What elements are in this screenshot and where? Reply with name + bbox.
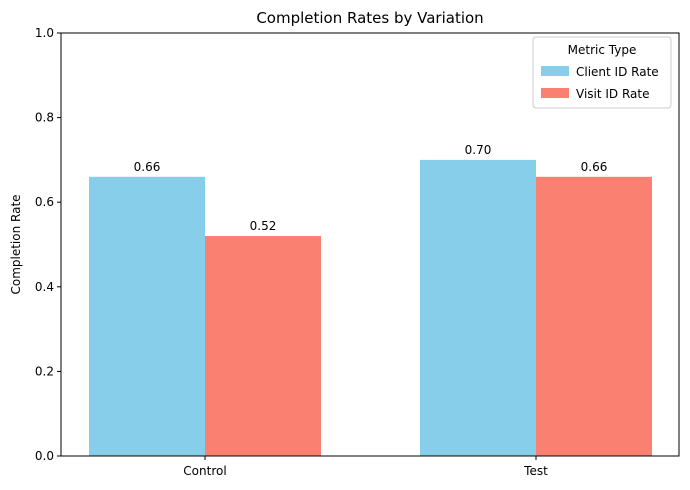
axes-frame	[60, 32, 680, 457]
bar-visit-id-rate-test	[536, 176, 652, 456]
legend: Metric Type Client ID Rate Visit ID Rate	[532, 36, 672, 109]
x-tick-label: Control	[183, 464, 226, 478]
plot-area: 0.66 0.70 0.52 0.66 0.0 0.2 0.4 0.6 0.8 1.0 Contro…	[35, 26, 680, 478]
legend-entry: Client ID Rate	[576, 65, 659, 79]
legend-swatch	[541, 88, 569, 98]
legend-entry: Visit ID Rate	[576, 87, 650, 101]
y-tick-label: 0.0	[35, 449, 54, 463]
data-label: 0.66	[134, 160, 161, 174]
bar-visit-id-rate-control	[205, 236, 321, 456]
y-tick-label: 0.2	[35, 364, 54, 378]
bar-client-id-rate-control	[89, 176, 205, 456]
bar-client-id-rate-test	[420, 159, 536, 456]
y-tick-label: 1.0	[35, 26, 54, 40]
y-axis-label: Completion Rate	[9, 194, 23, 294]
y-tick-label: 0.8	[35, 111, 54, 125]
x-tick-label: Test	[523, 464, 548, 478]
legend-swatch	[541, 66, 569, 76]
data-label: 0.70	[465, 143, 492, 157]
data-label: 0.66	[581, 160, 608, 174]
data-label: 0.52	[250, 219, 277, 233]
legend-title: Metric Type	[568, 43, 637, 57]
y-tick-label: 0.4	[35, 280, 54, 294]
y-tick-label: 0.6	[35, 195, 54, 209]
chart-title: Completion Rates by Variation	[256, 9, 483, 27]
